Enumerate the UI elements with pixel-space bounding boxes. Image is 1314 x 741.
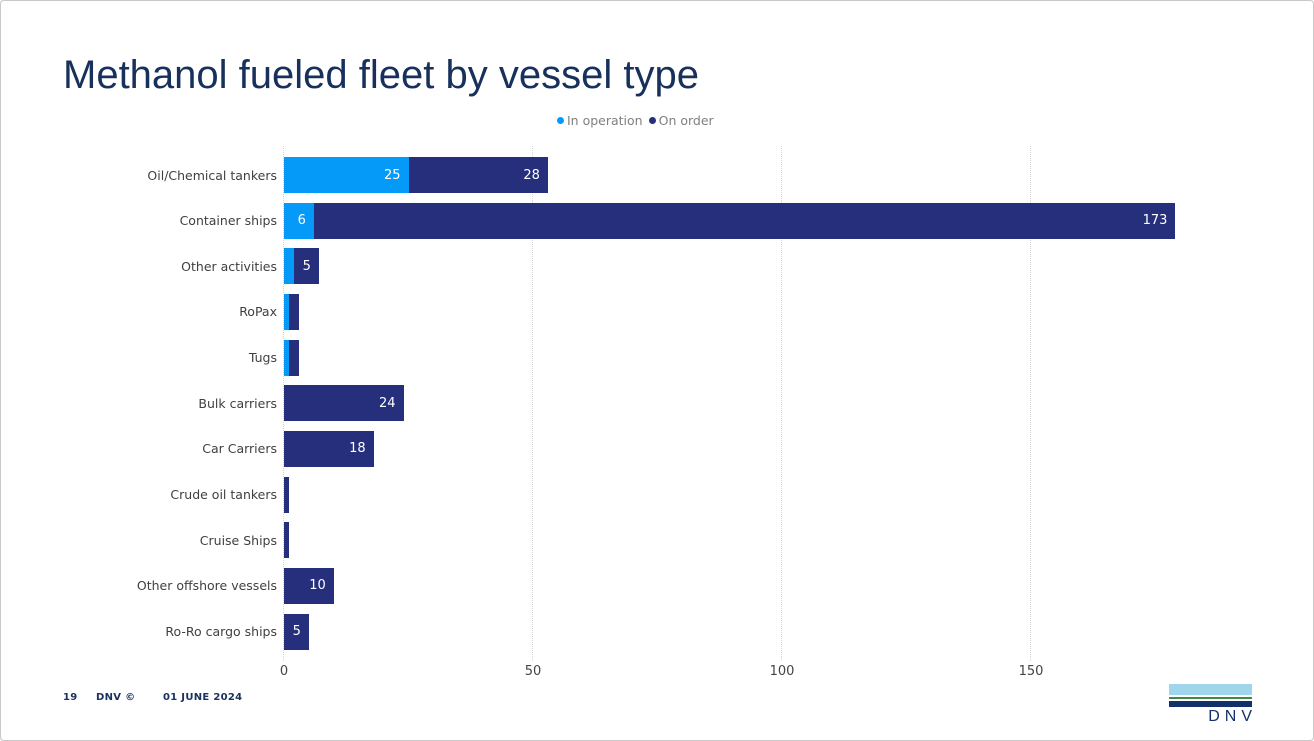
value-label: 28 xyxy=(523,167,540,183)
slide-footer: 19 DNV © 01 JUNE 2024 xyxy=(63,692,242,703)
gridline-x-150 xyxy=(1030,146,1031,661)
category-label: Other offshore vessels xyxy=(136,578,277,594)
dnv-logo: DNV xyxy=(1169,684,1252,726)
bar-segment-on-order: 5 xyxy=(284,613,309,650)
bar-row: 24 xyxy=(284,385,404,422)
legend-label-in-operation: In operation xyxy=(567,113,643,128)
bar-segment-on-order: 10 xyxy=(284,567,334,604)
bar-segment-on-order xyxy=(288,339,299,376)
x-tick-label-0: 0 xyxy=(279,664,289,679)
logo-lightblue-bar xyxy=(1169,684,1252,695)
category-label: Ro-Ro cargo ships xyxy=(165,624,277,639)
category-label: Bulk carriers xyxy=(198,395,277,411)
page-number: 19 xyxy=(63,692,78,703)
category-label: Car Carriers xyxy=(202,441,277,457)
gridline-x-50 xyxy=(532,146,533,661)
category-label: Tugs xyxy=(248,350,277,366)
category-label: Cruise Ships xyxy=(199,532,277,548)
legend-label-on-order: On order xyxy=(658,113,714,128)
bar-segment-on-order xyxy=(284,476,289,513)
x-tick-label-150: 150 xyxy=(1018,664,1044,679)
value-label: 6 xyxy=(297,213,306,229)
bar-segment-on-order: 5 xyxy=(293,248,319,285)
category-label: Other activities xyxy=(181,258,277,274)
logo-navy-bar xyxy=(1169,701,1252,707)
bar-segment-in-operation xyxy=(284,293,289,330)
bar-row: 10 xyxy=(284,567,334,604)
bar-row: 18 xyxy=(284,430,374,467)
bar-row xyxy=(284,293,299,330)
bar-segment-on-order xyxy=(284,522,289,559)
logo-green-bar xyxy=(1169,697,1252,699)
value-label: 18 xyxy=(349,441,366,457)
gridline-x-0 xyxy=(283,146,284,661)
x-tick-label-100: 100 xyxy=(769,664,795,679)
bar-segment-on-order xyxy=(288,293,299,330)
category-label: Oil/Chemical tankers xyxy=(147,167,277,183)
chart-legend: In operation On order xyxy=(557,113,714,128)
bar-row: 5 xyxy=(284,613,309,650)
bar-row: 25 28 xyxy=(284,157,548,193)
bar-segment-in-operation xyxy=(284,339,289,376)
value-label: 5 xyxy=(302,258,311,274)
footer-date: 01 JUNE 2024 xyxy=(163,692,243,703)
bar-segment-on-order: 24 xyxy=(284,385,404,422)
value-label: 173 xyxy=(1142,213,1168,229)
value-label: 24 xyxy=(378,395,396,411)
bar-row: 6 173 xyxy=(284,202,1176,239)
value-label: 25 xyxy=(383,167,401,183)
legend-item-on-order: On order xyxy=(648,113,714,128)
x-tick-label-50: 50 xyxy=(524,664,542,679)
bar-segment-in-operation: 6 xyxy=(284,202,314,239)
bar-segment-on-order: 18 xyxy=(284,430,374,467)
bar-segment-in-operation xyxy=(284,248,294,285)
bar-row xyxy=(284,339,299,376)
footer-brand: DNV © xyxy=(96,692,136,703)
value-label: 5 xyxy=(292,624,301,639)
category-label: RoPax xyxy=(239,304,277,320)
bar-segment-on-order: 28 xyxy=(408,157,548,193)
value-label: 10 xyxy=(309,578,326,594)
gridline-x-100 xyxy=(781,146,782,661)
bar-row xyxy=(284,522,289,559)
legend-item-in-operation: In operation xyxy=(557,113,643,128)
page-title: Methanol fueled fleet by vessel type xyxy=(63,53,699,97)
legend-dot-on-order xyxy=(648,117,656,124)
category-label: Container ships xyxy=(179,213,277,229)
logo-text: DNV xyxy=(1208,708,1257,725)
bar-segment-in-operation: 25 xyxy=(284,157,409,193)
bar-row xyxy=(284,476,289,513)
category-label: Crude oil tankers xyxy=(170,487,277,503)
bar-row: 5 xyxy=(284,248,319,285)
bar-segment-on-order: 173 xyxy=(313,202,1176,239)
legend-dot-in-operation xyxy=(557,117,564,124)
